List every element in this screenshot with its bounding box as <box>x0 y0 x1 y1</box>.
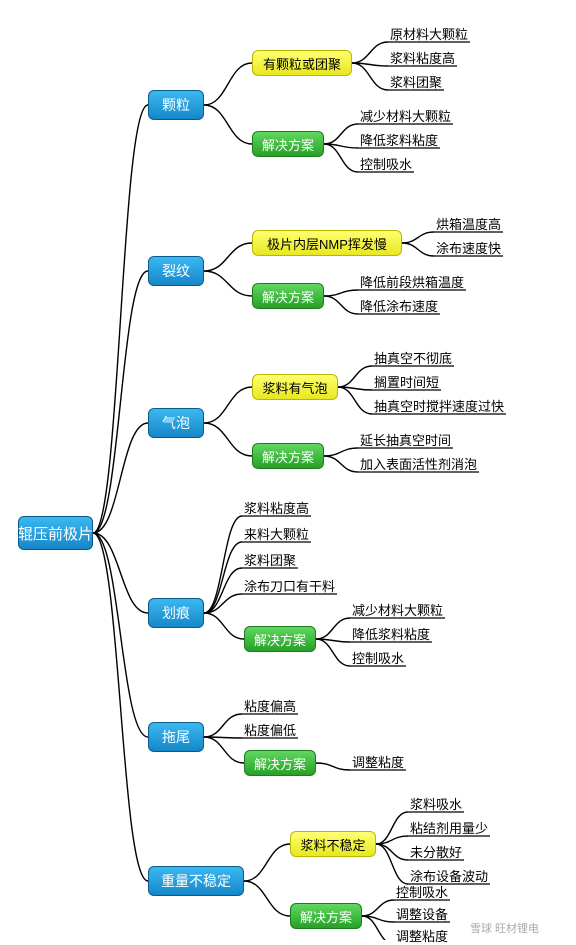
leaf-text: 搁置时间短 <box>374 372 439 391</box>
green-node: 解决方案 <box>290 903 362 929</box>
leaf-text: 浆料粘度高 <box>244 498 309 517</box>
leaf-text: 粘结剂用量少 <box>410 818 488 837</box>
level1-node: 拖尾 <box>148 722 204 752</box>
green-node: 解决方案 <box>244 626 316 652</box>
leaf-text: 抽真空时搅拌速度过快 <box>374 396 504 415</box>
leaf-text: 浆料团聚 <box>244 550 296 569</box>
leaf-text: 粘度偏低 <box>244 720 296 739</box>
leaf-text: 降低浆料粘度 <box>360 130 438 149</box>
leaf-text: 降低前段烘箱温度 <box>360 272 464 291</box>
leaf-text: 浆料团聚 <box>390 72 442 91</box>
leaf-text: 加入表面活性剂消泡 <box>360 454 477 473</box>
leaf-text: 浆料粘度高 <box>390 48 455 67</box>
green-node: 解决方案 <box>252 283 324 309</box>
leaf-text: 减少材料大颗粒 <box>360 106 451 125</box>
yellow-node: 浆料不稳定 <box>290 831 376 857</box>
yellow-node: 极片内层NMP挥发慢 <box>252 230 402 256</box>
leaf-text: 抽真空不彻底 <box>374 348 452 367</box>
level1-node: 颗粒 <box>148 90 204 120</box>
yellow-node: 浆料有气泡 <box>252 374 338 400</box>
leaf-text: 延长抽真空时间 <box>360 430 451 449</box>
level1-node: 气泡 <box>148 408 204 438</box>
level1-node: 划痕 <box>148 598 204 628</box>
leaf-text: 未分散好 <box>410 842 462 861</box>
leaf-text: 烘箱温度高 <box>436 214 501 233</box>
leaf-text: 浆料吸水 <box>410 794 462 813</box>
leaf-text: 降低涂布速度 <box>360 296 438 315</box>
green-node: 解决方案 <box>244 750 316 776</box>
leaf-text: 涂布速度快 <box>436 238 501 257</box>
leaf-text: 调整粘度 <box>352 752 404 771</box>
leaf-text: 粘度偏高 <box>244 696 296 715</box>
leaf-text: 降低浆料粘度 <box>352 624 430 643</box>
leaf-text: 控制吸水 <box>360 154 412 173</box>
leaf-text: 调整设备 <box>396 904 448 923</box>
green-node: 解决方案 <box>252 131 324 157</box>
root-node: 辊压前极片 <box>18 516 93 550</box>
level1-node: 重量不稳定 <box>148 866 244 896</box>
leaf-text: 来料大颗粒 <box>244 524 309 543</box>
leaf-text: 控制吸水 <box>396 882 448 901</box>
leaf-text: 减少材料大颗粒 <box>352 600 443 619</box>
leaf-text: 涂布刀口有干料 <box>244 576 335 595</box>
yellow-node: 有颗粒或团聚 <box>252 50 352 76</box>
leaf-text: 原材料大颗粒 <box>390 24 468 43</box>
leaf-text: 调整粘度 <box>396 926 448 945</box>
watermark: 雪球 旺材锂电 <box>470 920 539 936</box>
leaf-text: 控制吸水 <box>352 648 404 667</box>
green-node: 解决方案 <box>252 443 324 469</box>
level1-node: 裂纹 <box>148 256 204 286</box>
